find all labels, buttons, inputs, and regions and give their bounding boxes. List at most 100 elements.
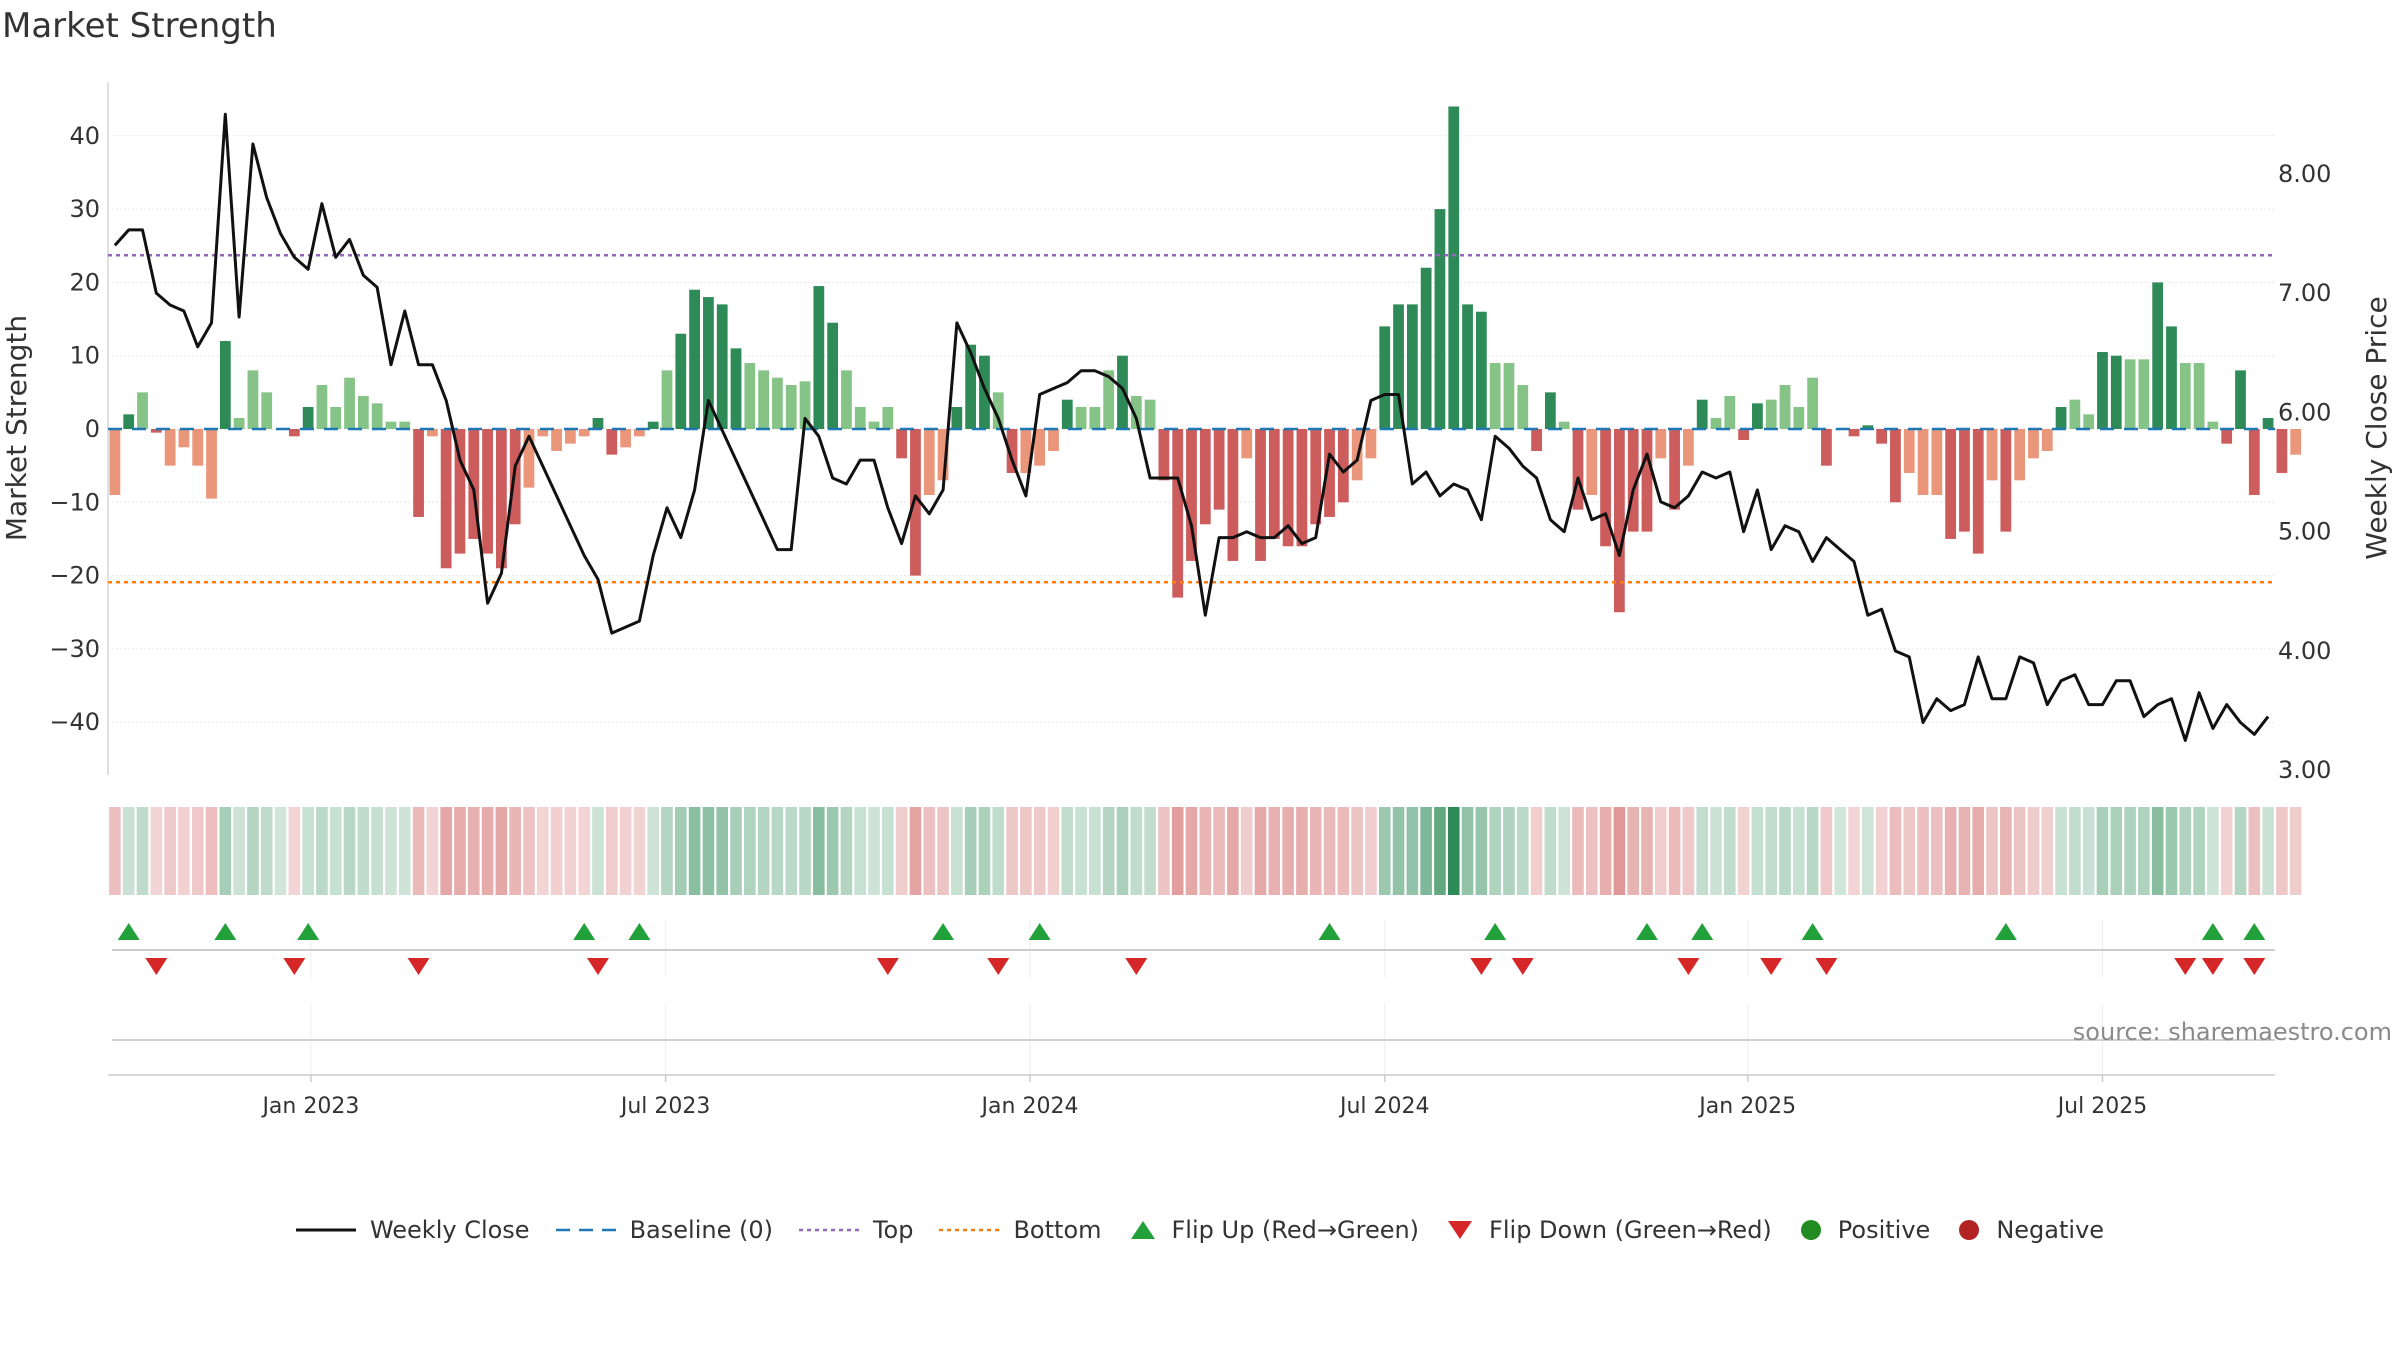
heat-cell (1461, 807, 1474, 895)
line-icon (295, 1228, 356, 1232)
heat-cell (2276, 807, 2288, 895)
strength-bar (1379, 326, 1391, 429)
flip-down-marker (1677, 958, 1700, 975)
strength-bar (1807, 377, 1818, 429)
heat-cell (1020, 807, 1032, 895)
strength-bar (1531, 429, 1542, 451)
strength-bar (1489, 363, 1501, 429)
heat-cell (2248, 807, 2261, 895)
heat-cell (909, 807, 922, 895)
strength-bar (1365, 429, 1377, 459)
strength-bar (399, 421, 411, 429)
strength-bar (1890, 429, 1901, 503)
heat-cell (2096, 807, 2109, 895)
heat-cell (937, 807, 949, 895)
heat-cell (2055, 807, 2067, 895)
heat-cell (716, 807, 729, 895)
flip-up-marker (1801, 923, 1824, 940)
heat-cell (1033, 807, 1046, 895)
heat-cell (1392, 807, 1405, 895)
strength-bar (468, 429, 480, 539)
strength-bar (2262, 418, 2274, 429)
strength-bar (2014, 429, 2026, 481)
strength-bar (1558, 421, 1570, 429)
heat-cell (1199, 807, 1212, 895)
heat-cell (2165, 807, 2178, 895)
flip-up-marker (1635, 923, 1658, 940)
strength-bar (1710, 418, 1722, 429)
heat-cell (951, 807, 963, 895)
heat-cell (1378, 807, 1391, 895)
heat-cell (274, 807, 287, 895)
heat-cell (1337, 807, 1350, 895)
flip-up-marker (214, 923, 237, 940)
heat-cell (357, 807, 370, 895)
heat-cell (2013, 807, 2026, 895)
y-right-tick-label: 5.00 (2278, 518, 2331, 546)
strength-bar (716, 304, 728, 429)
strength-bar (1600, 429, 1611, 547)
strength-bar (1213, 429, 1225, 510)
heat-cell (205, 807, 218, 895)
heat-cell (840, 807, 853, 895)
flip-down-marker (145, 958, 168, 975)
strength-bar (1075, 407, 1087, 429)
heat-cell (136, 807, 149, 895)
heat-cell (923, 807, 936, 895)
strength-bar (854, 407, 866, 429)
strength-bar (413, 429, 424, 517)
y-right-tick-label: 4.00 (2278, 637, 2331, 665)
strength-bar (137, 392, 148, 429)
strength-bar (1696, 399, 1708, 429)
strength-bar (634, 429, 645, 437)
strength-bar (206, 429, 217, 499)
strength-bar (951, 407, 963, 429)
triangle-down-icon (1448, 1221, 1473, 1239)
legend: Weekly Close Baseline (0) Top Bottom Fli… (0, 1212, 2400, 1248)
heat-cell (1406, 807, 1419, 895)
heat-cell (2041, 807, 2054, 895)
legend-flip-up-label: Flip Up (Red→Green) (1171, 1216, 1420, 1244)
strength-bar (1186, 429, 1197, 561)
heat-cell (316, 807, 328, 895)
x-tick-label: Jan 2024 (980, 1094, 1079, 1119)
flip-up-marker (2243, 923, 2266, 940)
strength-bar (689, 289, 700, 429)
strength-bar (2028, 429, 2039, 459)
y-right-tick-label: 7.00 (2278, 279, 2331, 307)
heat-cell (398, 807, 411, 895)
heat-cell (1089, 807, 1101, 895)
strength-bar (454, 429, 466, 554)
strength-bar (882, 407, 894, 429)
heat-cell (1931, 807, 1943, 895)
strength-bar (330, 407, 342, 429)
y-left-tick-label: −20 (49, 562, 100, 590)
heat-cell (2069, 807, 2081, 895)
strength-bar (1779, 385, 1791, 429)
strength-bar (288, 429, 300, 437)
x-tick-label: Jul 2024 (1338, 1094, 1430, 1119)
heat-cell (578, 807, 590, 895)
strength-bar (1669, 429, 1680, 510)
strength-bar (1862, 425, 1874, 429)
strength-bar (2207, 421, 2219, 429)
heat-cell (1447, 807, 1460, 895)
dashed-line-icon (555, 1228, 616, 1232)
strength-bar (1117, 355, 1128, 429)
strength-bar (1544, 392, 1556, 429)
strength-bar (730, 348, 742, 429)
strength-bar (1821, 429, 1832, 466)
strength-bar (813, 286, 825, 429)
heat-cell (1558, 807, 1570, 895)
strength-bar (1462, 304, 1473, 429)
strength-bar (785, 385, 797, 429)
legend-bottom: Bottom (939, 1216, 1102, 1244)
heat-cell (1958, 807, 1971, 895)
strength-bar (841, 370, 852, 429)
strength-bar (661, 370, 673, 429)
heat-cell (1834, 807, 1847, 895)
heat-cell (371, 807, 383, 895)
green-dot-icon (1800, 1220, 1821, 1240)
flip-down-marker (1511, 958, 1534, 975)
heat-cell (288, 807, 301, 895)
